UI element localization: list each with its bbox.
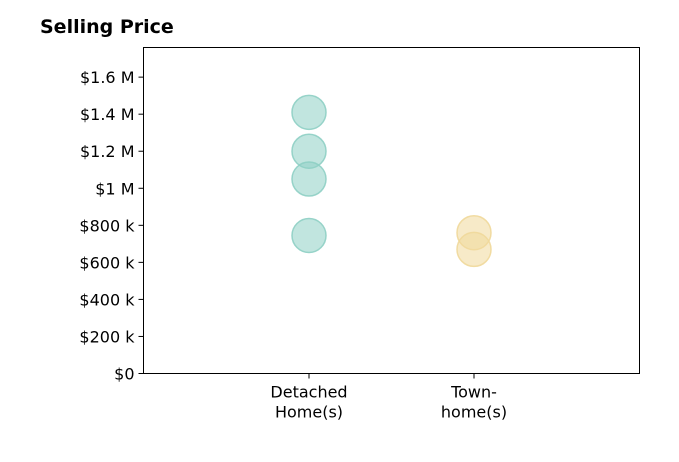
y-axis: $0 $200 k $400 k $600 k $800 k $1 M $1.2 M $1.4…	[79, 68, 144, 384]
y-tick-label: $1.2 M	[80, 142, 135, 161]
data-point	[291, 217, 327, 254]
y-tick-label: $400 k	[79, 290, 135, 309]
y-tick-label: $0	[114, 365, 134, 384]
x-tick-label: Town-home(s)	[441, 383, 507, 422]
y-tick-label: $200 k	[79, 327, 135, 346]
data-points	[291, 94, 492, 268]
y-tick-label: $1.6 M	[80, 68, 135, 87]
y-tick-label: $1 M	[95, 179, 134, 198]
y-tick-label: $800 k	[79, 216, 135, 235]
data-point	[291, 161, 327, 197]
data-point	[456, 231, 492, 268]
plot-frame	[143, 47, 640, 374]
y-tick-label: $600 k	[79, 253, 135, 272]
data-point	[291, 94, 327, 131]
x-tick-label: Detached Home(s)	[270, 383, 347, 422]
chart-title: Selling Price	[40, 16, 174, 38]
y-tick-label: $1.4 M	[80, 105, 135, 124]
x-axis: Detached Home(s) Town-home(s)	[270, 373, 507, 422]
